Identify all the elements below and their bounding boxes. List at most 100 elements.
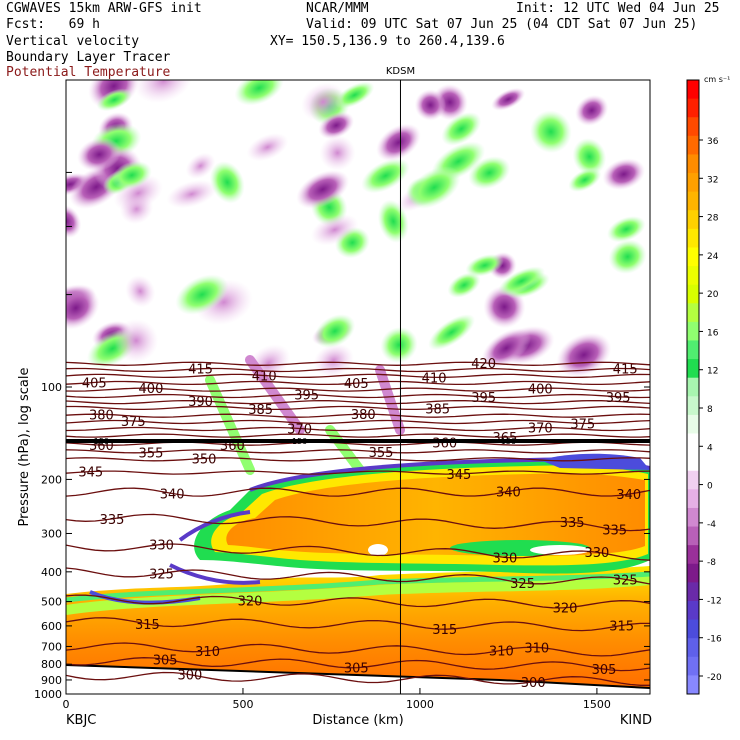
header-line1-right: Init: 12 UTC Wed 04 Jun 25 xyxy=(516,1,720,16)
vertical-velocity-cell xyxy=(468,156,511,190)
colorbar-frame xyxy=(686,79,700,695)
axes: 0 500 1000 15001002003004005006007008009001… xyxy=(17,171,652,728)
vertical-velocity-cell xyxy=(407,166,461,209)
theta-label: 355 xyxy=(139,446,164,461)
theta-label: 355 xyxy=(369,446,394,461)
colorbar-tick-label: -20 xyxy=(707,673,722,683)
theta-label: 320 xyxy=(238,595,263,610)
colorbar-unit: cm s⁻¹ xyxy=(704,75,730,84)
theta-label: 305 xyxy=(344,662,369,677)
y-tick-label: 200 xyxy=(41,473,62,486)
theta-contour-380 xyxy=(66,413,650,418)
theta-label: 420 xyxy=(471,357,496,372)
colorbar-tick-label: -12 xyxy=(707,596,722,606)
vertical-velocity-cell xyxy=(608,239,647,274)
colorbar-swatch xyxy=(687,619,699,639)
vertical-velocity-cell xyxy=(318,111,355,140)
colorbar-tick-label: 8 xyxy=(707,405,713,415)
x-tick-label: 500 xyxy=(232,698,253,711)
colorbar-swatch xyxy=(687,173,699,193)
theta-label: 380 xyxy=(351,408,376,423)
theta-label: 335 xyxy=(560,516,585,531)
theta-label: 410 xyxy=(422,371,447,386)
y-tick-label: 1000 xyxy=(34,688,62,701)
colorbar-tick-label: 12 xyxy=(707,367,718,377)
theta-label: 395 xyxy=(294,389,319,404)
theta-contour-330 xyxy=(66,543,650,561)
header-line1-center: NCAR/MMM xyxy=(306,1,369,16)
vertical-velocity-cell xyxy=(572,138,607,176)
theta-contour-355 xyxy=(66,449,650,454)
theta-contour-350 xyxy=(66,457,650,462)
forecast-hour: Fcst: 69 h xyxy=(6,17,100,32)
theta-label: 315 xyxy=(135,618,160,633)
colorbar-tick-label: -4 xyxy=(707,520,716,530)
theta-label: 340 xyxy=(616,488,641,503)
colorbar-tick-label: 32 xyxy=(707,175,718,185)
theta-contour-365 xyxy=(66,433,650,438)
header-line1-left: CGWAVES 15km ARW-GFS init xyxy=(6,1,202,16)
colorbar-swatch xyxy=(687,377,699,397)
theta-contour-345 xyxy=(66,470,650,475)
vertical-velocity-cell xyxy=(498,266,546,296)
colorbar-swatch xyxy=(687,98,699,118)
vertical-velocity-cell xyxy=(447,272,481,298)
vertical-velocity-cell xyxy=(465,254,504,277)
colorbar-swatch xyxy=(687,489,699,509)
vertical-velocity-cell xyxy=(319,135,356,171)
theta-label: 310 xyxy=(195,645,220,660)
theta-label: 405 xyxy=(344,377,369,392)
colorbar-swatch xyxy=(687,414,699,435)
theta-label: 340 xyxy=(496,485,521,500)
theta-contour-420 xyxy=(66,361,650,366)
colorbar-swatch xyxy=(687,470,699,490)
theta-label: 325 xyxy=(149,567,174,582)
field-potential-temperature: Potential Temperature xyxy=(6,65,171,80)
theta-contour-375 xyxy=(66,419,650,425)
boundary-layer-tracer-label: 150 xyxy=(94,437,109,446)
vertical-velocity-cell xyxy=(185,152,216,180)
colorbar-tick-label: 36 xyxy=(707,137,719,147)
colorbar-tick-label: 4 xyxy=(707,443,713,453)
x-tick-label: 0 xyxy=(63,698,70,711)
vertical-velocity-cell xyxy=(376,123,421,162)
colorbar-swatch xyxy=(687,247,699,267)
boundary-layer-tracer-label: 150 xyxy=(292,437,307,446)
colorbar-swatch xyxy=(687,154,699,174)
theta-label: 360 xyxy=(432,436,457,451)
colorbar-swatch xyxy=(687,656,699,676)
theta-label: 300 xyxy=(177,669,202,684)
theta-label: 375 xyxy=(570,417,595,432)
colorbar-tick-label: 28 xyxy=(707,214,719,224)
y-tick-label: 500 xyxy=(41,596,62,609)
colorbar-tick-label: 16 xyxy=(707,328,719,338)
colorbar-swatch xyxy=(687,600,699,621)
vertical-velocity-cell xyxy=(575,94,609,126)
kdsm-label: KDSM xyxy=(386,66,415,77)
theta-contour-340 xyxy=(66,487,650,497)
colorbar: 36 32 28 24 20 16 12 8 4 0 -4 -8 -12 -16 -20 cm s⁻¹ xyxy=(686,75,730,695)
theta-contour-410 xyxy=(66,373,650,379)
theta-label: 310 xyxy=(524,641,549,656)
x-tick-label: 1500 xyxy=(583,698,611,711)
vertical-velocity-cell xyxy=(111,160,152,190)
colorbar-tick-label: 0 xyxy=(707,482,713,492)
colorbar-swatch xyxy=(687,80,699,100)
theta-label: 405 xyxy=(82,376,107,391)
x-axis-label: Distance (km) xyxy=(312,713,403,728)
y-tick-label: 600 xyxy=(41,620,62,633)
theta-label: 400 xyxy=(528,382,553,397)
vertical-velocity-cell xyxy=(568,167,602,192)
theta-label: 395 xyxy=(606,391,631,406)
vertical-velocity-cell xyxy=(530,110,572,154)
theta-label: 300 xyxy=(521,676,546,691)
theta-label: 385 xyxy=(248,403,273,418)
vertical-velocity-cell xyxy=(134,80,193,104)
colorbar-swatch xyxy=(687,135,699,155)
colorbar-swatch xyxy=(687,359,699,379)
theta-label: 330 xyxy=(149,538,174,553)
colorbar-swatch xyxy=(687,266,699,286)
colorbar-swatch xyxy=(687,284,699,304)
theta-contour-385 xyxy=(66,405,650,411)
